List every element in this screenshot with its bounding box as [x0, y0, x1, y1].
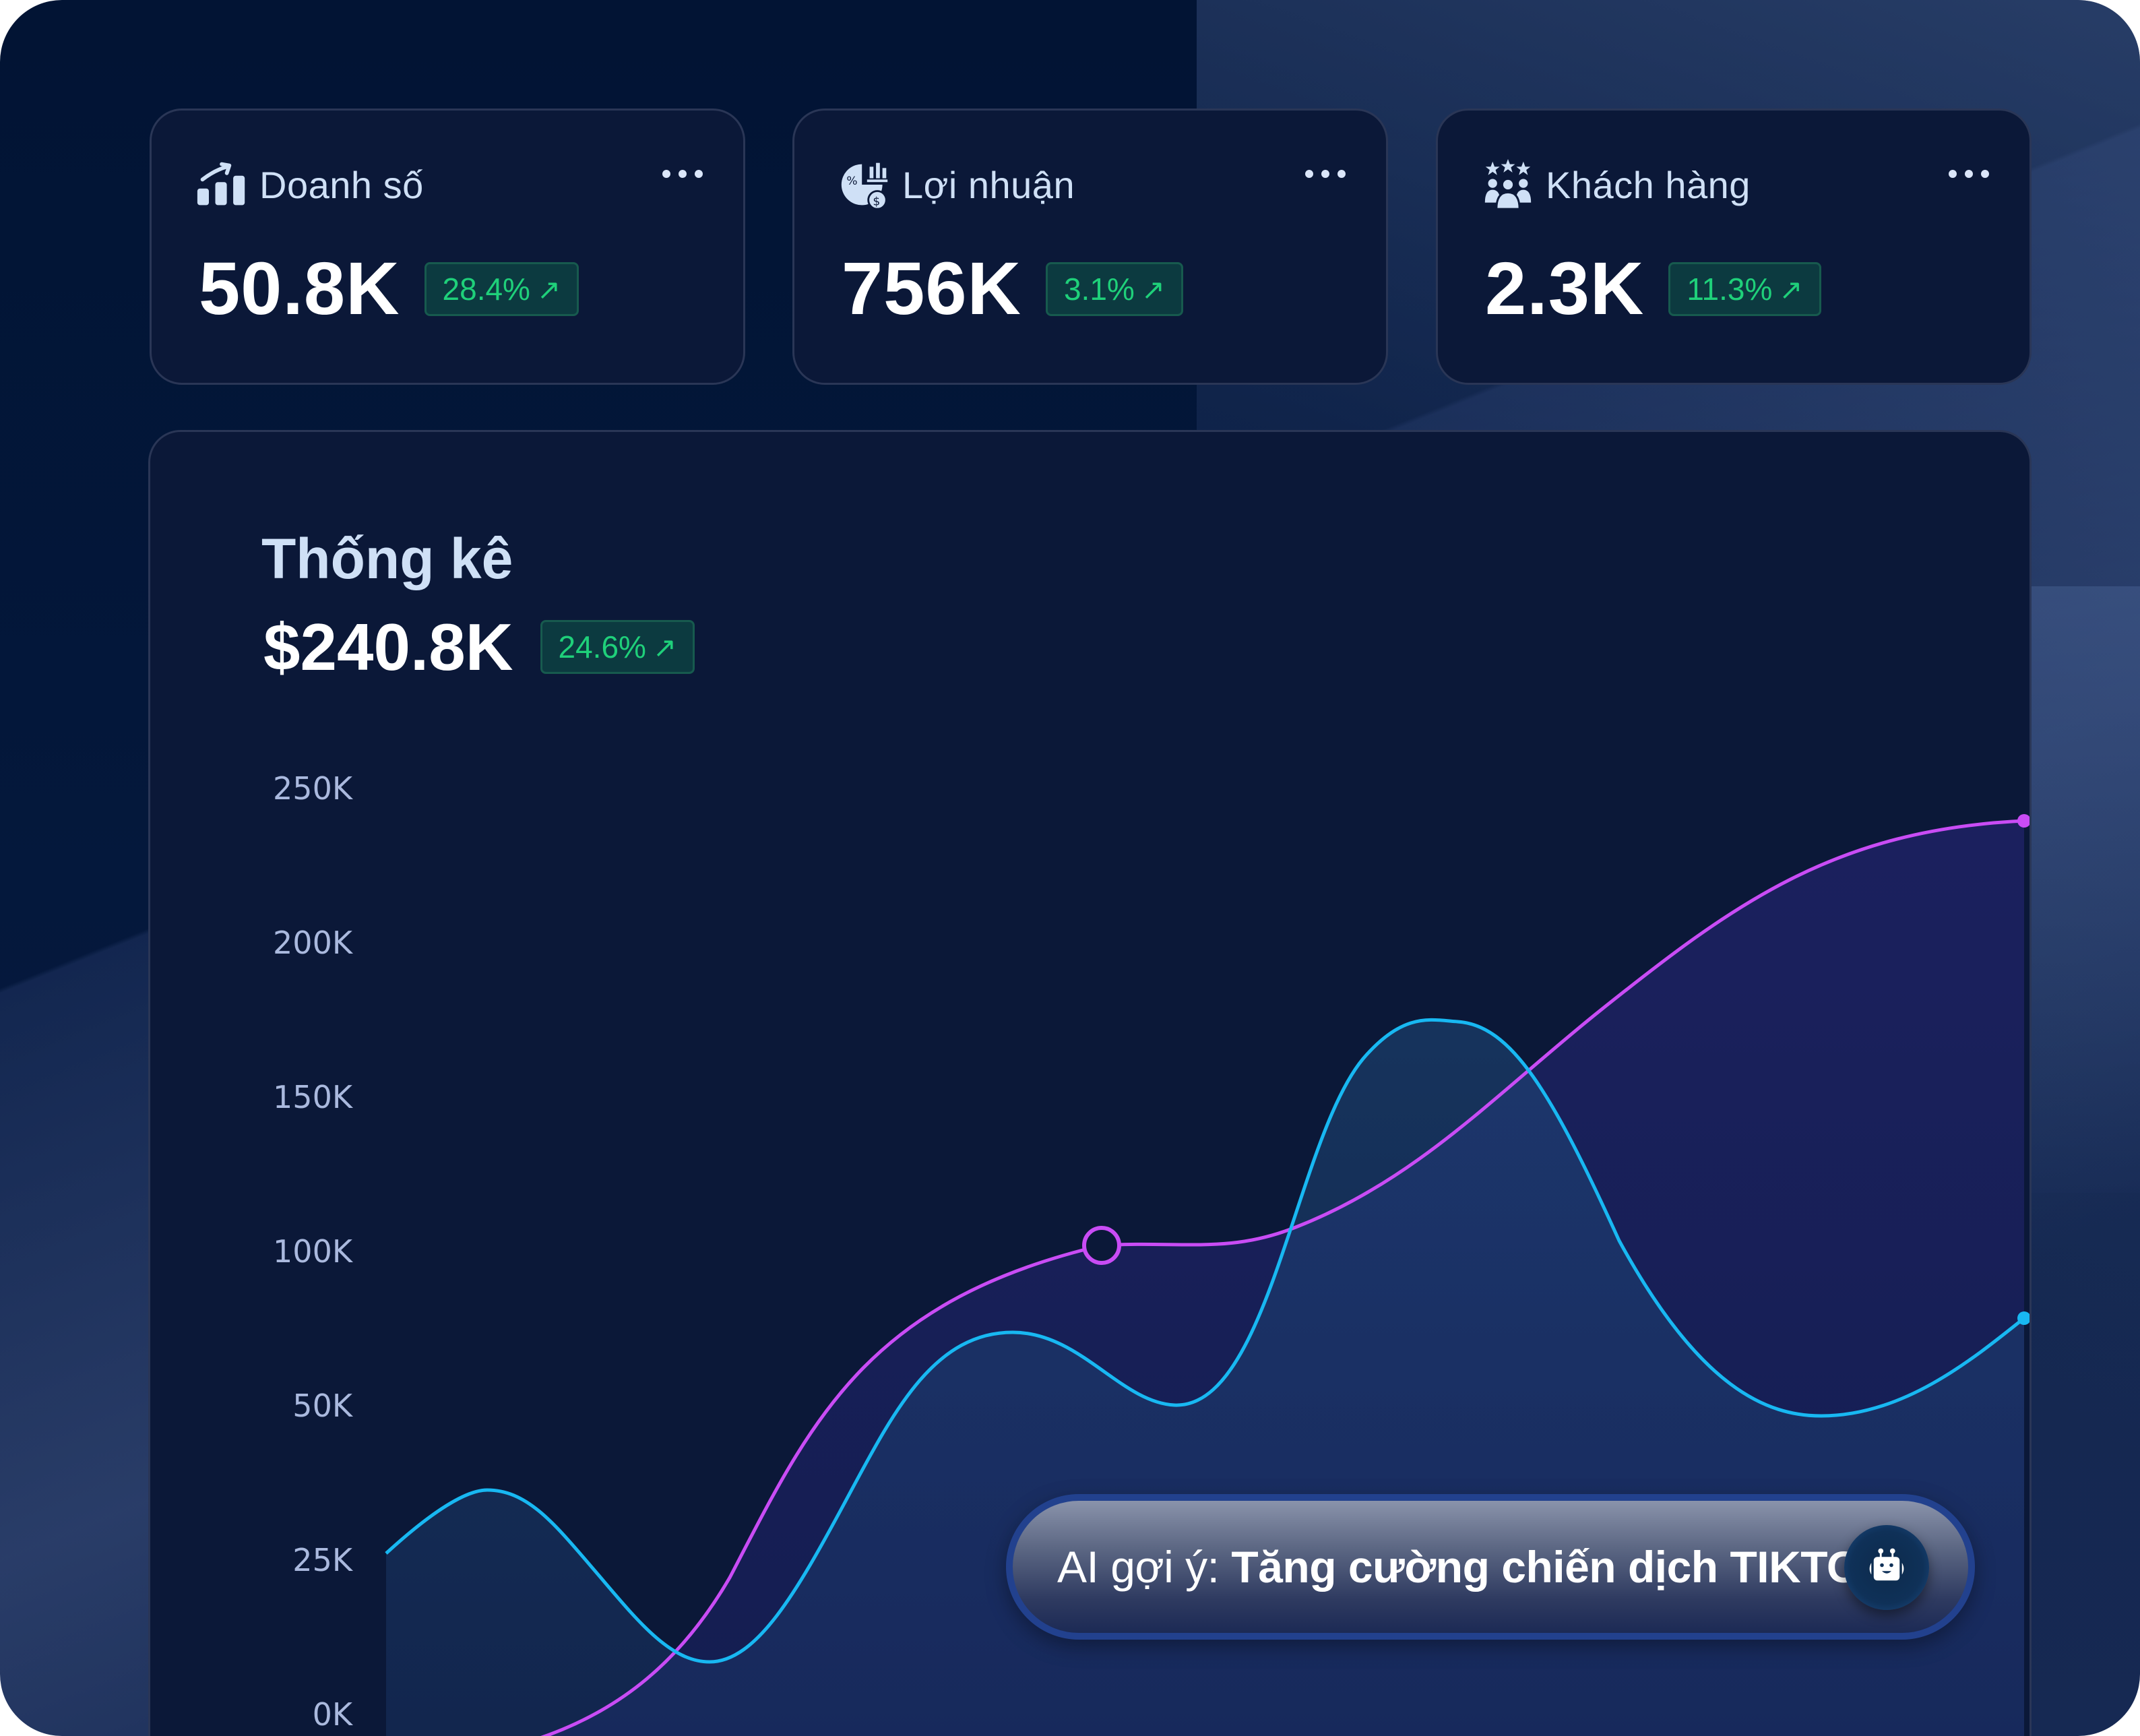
customers-stars-icon — [1484, 159, 1532, 210]
trend-up-icon: ↗ — [1779, 273, 1803, 305]
trend-up-icon: ↗ — [652, 631, 677, 663]
kpi-card-profit[interactable]: % $ Lợi nhuận 756K 3.1% ↗ — [792, 108, 1388, 385]
data-point-marker[interactable] — [1082, 1226, 1121, 1265]
robot-glyph-icon — [1869, 1548, 1904, 1581]
purple-endpoint — [2017, 814, 2029, 828]
y-axis: 250K 200K 150K 100K 50K 25K 0K — [150, 432, 352, 1736]
chart-total-value: $240.8K — [263, 610, 513, 684]
kpi-title: Doanh số — [259, 163, 424, 206]
y-tick-label: 200K — [273, 925, 352, 961]
y-tick-label: 0K — [312, 1696, 352, 1733]
purple-series-line — [540, 819, 2025, 1736]
chart-growth-icon — [197, 162, 245, 206]
y-tick-label: 25K — [292, 1542, 352, 1578]
y-tick-label: 50K — [292, 1388, 352, 1424]
ai-suggestion-text: AI gợi ý: Tăng cường chiến dịch TIKTOK — [1057, 1541, 1893, 1592]
y-tick-label: 250K — [273, 770, 352, 807]
change-percent: 24.6% — [558, 629, 646, 664]
svg-text:$: $ — [873, 195, 880, 208]
trend-up-icon: ↗ — [1141, 273, 1166, 305]
ai-suggestion-prefix: AI gợi ý: — [1057, 1542, 1232, 1592]
kpi-value: 50.8K — [199, 247, 400, 330]
chart-title: Thống kê — [261, 527, 513, 590]
change-percent: 28.4% — [442, 272, 530, 307]
y-tick-label: 150K — [273, 1079, 352, 1115]
kpi-title: Lợi nhuận — [902, 163, 1075, 206]
kpi-value: 756K — [842, 247, 1021, 330]
ai-suggestion-content: Tăng cường chiến dịch TIKTOK — [1231, 1542, 1893, 1592]
profit-pie-icon: % $ — [841, 162, 888, 210]
kpi-card-sales[interactable]: Doanh số 50.8K 28.4% ↗ — [150, 108, 745, 385]
svg-text:%: % — [846, 175, 857, 188]
change-percent: 11.3% — [1687, 272, 1773, 307]
change-badge: 28.4% ↗ — [424, 262, 579, 316]
trend-up-icon: ↗ — [536, 273, 561, 305]
change-badge: 11.3% ↗ — [1668, 262, 1821, 316]
kpi-value: 2.3K — [1485, 247, 1645, 330]
cyan-endpoint — [2017, 1311, 2029, 1325]
more-options-button[interactable] — [1949, 170, 1989, 178]
more-options-button[interactable] — [1305, 170, 1346, 178]
cyan-series-line — [385, 1018, 2025, 1664]
y-tick-label: 100K — [273, 1233, 352, 1270]
kpi-title: Khách hàng — [1546, 163, 1751, 206]
kpi-card-customers[interactable]: Khách hàng 2.3K 11.3% ↗ — [1436, 108, 2032, 385]
more-options-button[interactable] — [662, 170, 703, 178]
change-percent: 3.1% — [1063, 272, 1135, 307]
change-badge: 3.1% ↗ — [1045, 262, 1184, 316]
robot-icon[interactable] — [1844, 1525, 1929, 1610]
change-badge: 24.6% ↗ — [540, 620, 695, 674]
ai-suggestion-button[interactable]: AI gợi ý: Tăng cường chiến dịch TIKTOK — [1006, 1494, 1975, 1640]
